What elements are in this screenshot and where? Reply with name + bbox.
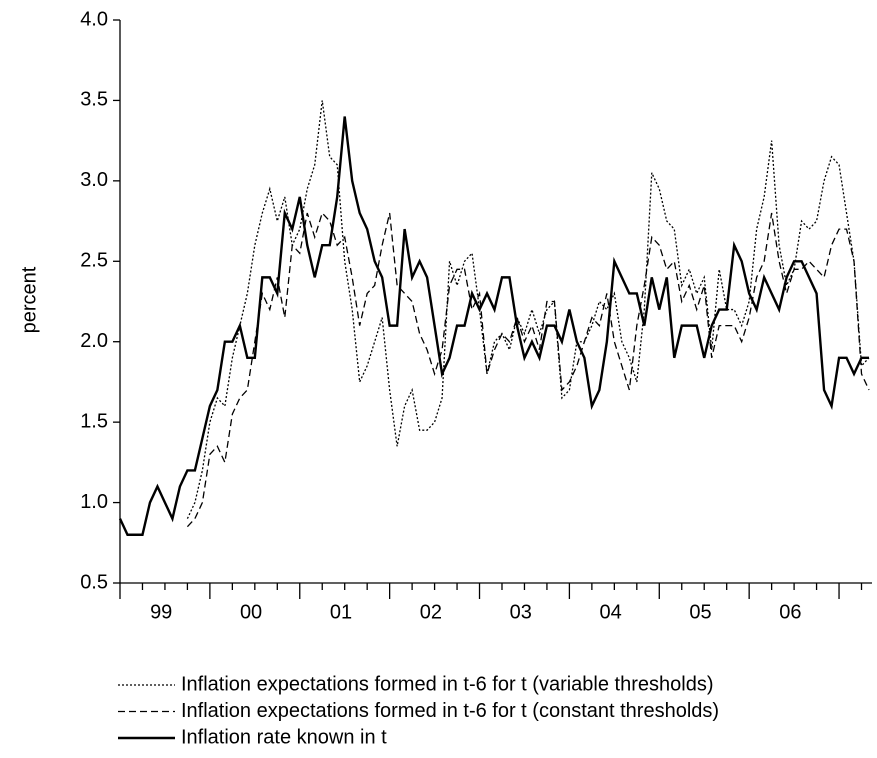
y-tick-label: 2.0 bbox=[80, 330, 108, 352]
legend-label: Inflation expectations formed in t-6 for… bbox=[181, 673, 713, 695]
y-tick-label: 3.5 bbox=[80, 89, 108, 111]
y-tick-label: 3.0 bbox=[80, 169, 108, 191]
x-tick-label: 03 bbox=[510, 601, 532, 623]
y-tick-label: 1.5 bbox=[80, 410, 108, 432]
legend-label: Inflation rate known in t bbox=[181, 726, 387, 748]
x-tick-label: 06 bbox=[779, 601, 801, 623]
x-tick-label: 04 bbox=[599, 601, 621, 623]
y-tick-label: 1.0 bbox=[80, 491, 108, 513]
x-tick-label: 01 bbox=[330, 601, 352, 623]
x-tick-label: 05 bbox=[689, 601, 711, 623]
line-series bbox=[186, 100, 870, 519]
x-tick-label: 00 bbox=[240, 601, 262, 623]
legend-label: Inflation expectations formed in t-6 for… bbox=[181, 700, 719, 722]
y-tick-label: 2.5 bbox=[80, 250, 108, 272]
y-tick-label: 4.0 bbox=[80, 8, 108, 30]
y-tick-label: 0.5 bbox=[80, 571, 108, 593]
y-axis-label: percent bbox=[18, 266, 40, 333]
x-tick-label: 02 bbox=[420, 601, 442, 623]
line-series bbox=[118, 116, 869, 536]
x-tick-label: 99 bbox=[150, 601, 172, 623]
line-series bbox=[186, 211, 870, 528]
